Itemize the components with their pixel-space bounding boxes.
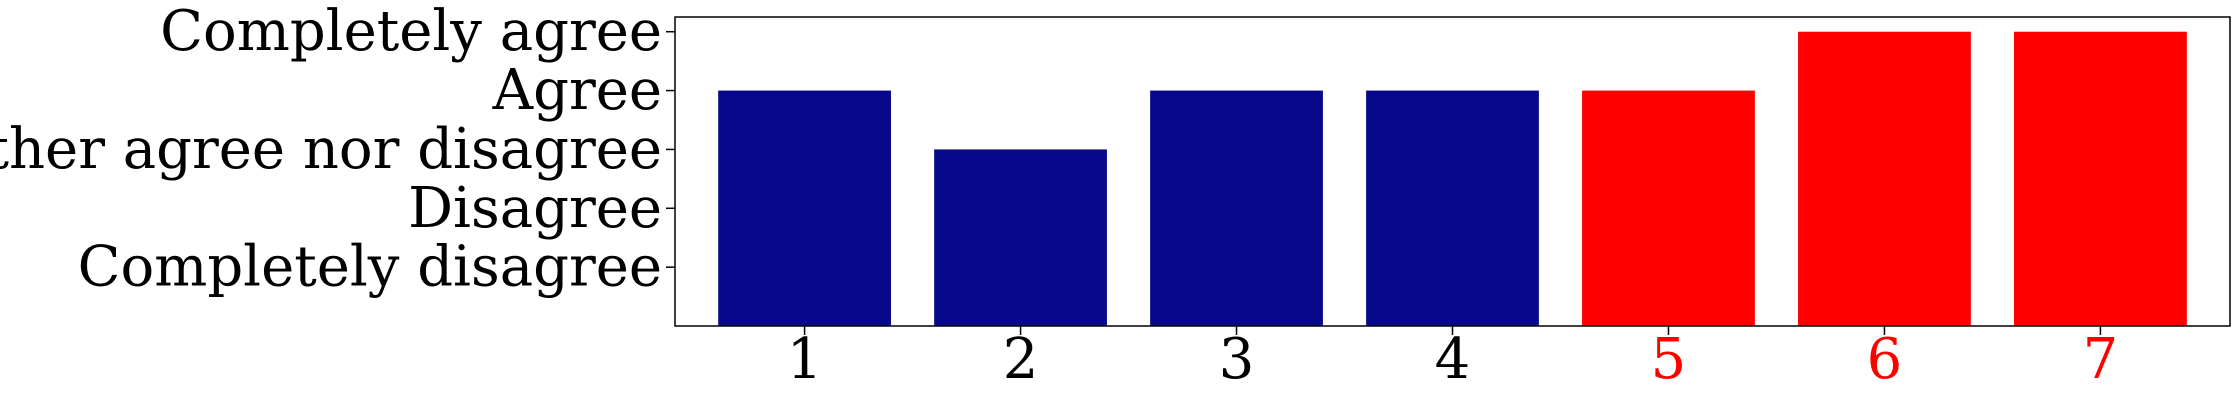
axes-layer [666,16,2231,335]
x-tick-label: 7 [2083,327,2119,392]
y-tick-label: Completely disagree [78,235,662,300]
x-tick-label: 4 [1435,327,1471,392]
y-tick-label: Disagree [408,176,662,241]
x-tick-label: 5 [1651,327,1687,392]
bars-layer [718,31,2187,326]
x-tick-label: 1 [787,327,823,392]
x-tick-label: 3 [1219,327,1255,392]
y-tick-label: Neither agree nor disagree [0,117,662,182]
x-tick-label: 2 [1003,327,1039,392]
bar-4 [1366,90,1539,326]
labels-layer: Completely disagreeDisagreeNeither agree… [0,0,2118,392]
y-tick-label: Agree [492,58,662,123]
y-tick-label: Completely agree [160,0,662,64]
bar-5 [1582,90,1755,326]
bar-1 [718,90,891,326]
x-tick-label: 6 [1867,327,1903,392]
bar-3 [1150,90,1323,326]
bar-7 [2014,31,2187,326]
bar-6 [1798,31,1971,326]
bar-2 [934,149,1107,326]
